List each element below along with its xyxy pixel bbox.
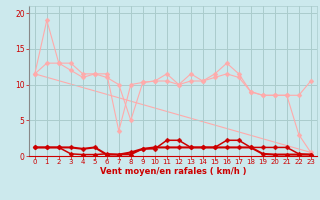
X-axis label: Vent moyen/en rafales ( km/h ): Vent moyen/en rafales ( km/h ) bbox=[100, 167, 246, 176]
